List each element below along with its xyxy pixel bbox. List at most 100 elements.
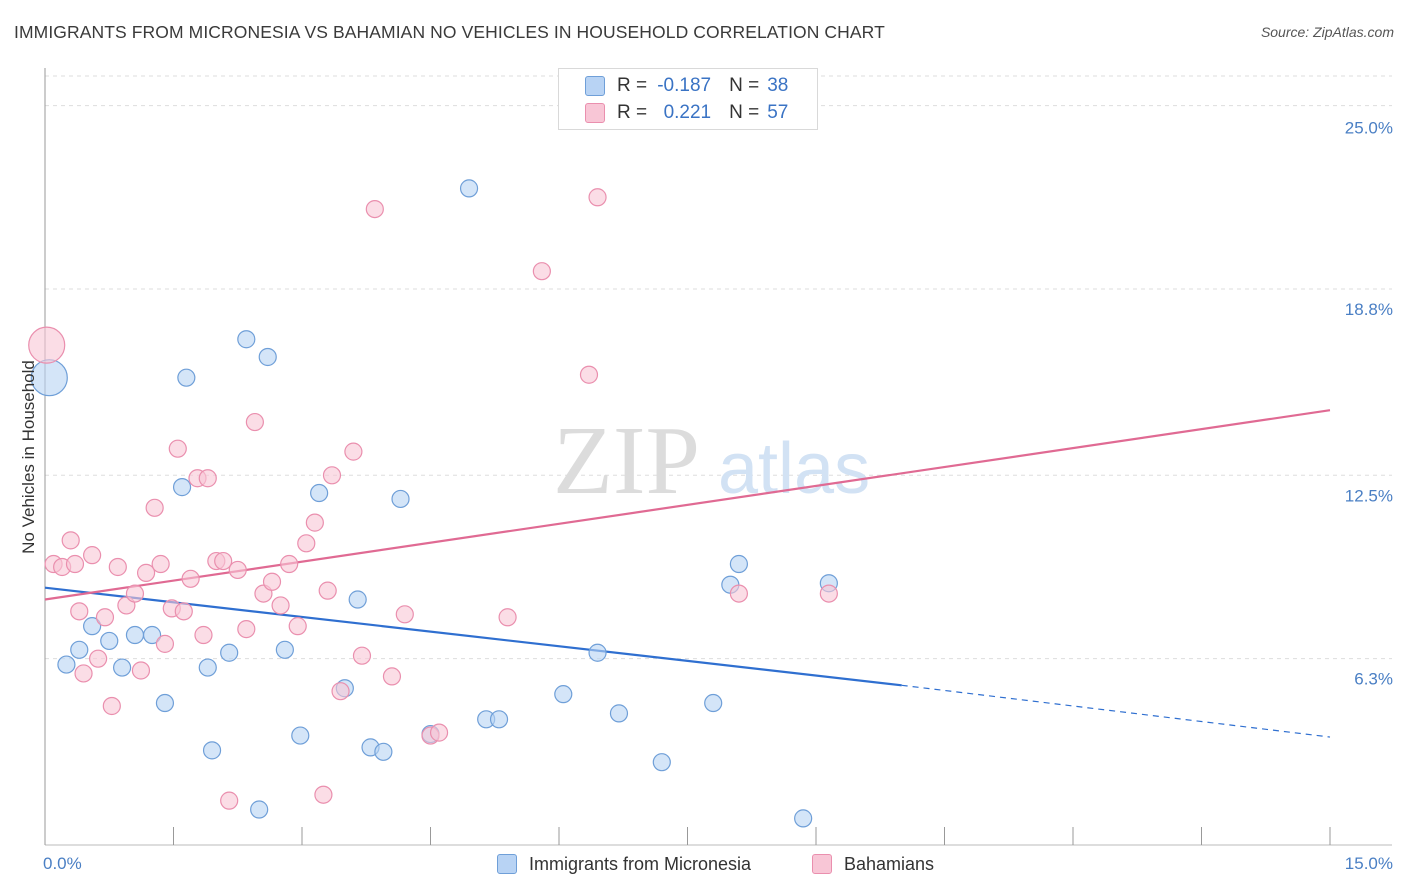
bahamian-point — [271, 596, 290, 615]
source-note: Source: ZipAtlas.com — [1260, 24, 1394, 40]
bahamian-point — [65, 554, 85, 574]
micronesia-point — [177, 368, 196, 387]
bahamian-point — [365, 199, 384, 219]
y-tick-label: 12.5% — [1345, 486, 1393, 505]
bahamian-point — [382, 667, 402, 686]
n-label: N = — [729, 75, 760, 96]
blue-swatch — [585, 76, 605, 96]
micronesia-point — [588, 643, 607, 662]
bahamian-point — [214, 551, 233, 571]
pink-swatch — [585, 103, 605, 123]
bahamian-point — [498, 608, 517, 627]
bahamian-point — [145, 498, 164, 517]
bahamian-point — [155, 634, 175, 653]
micronesia-point — [142, 625, 162, 645]
micronesia-point — [70, 640, 89, 659]
bahamian-point — [136, 563, 156, 582]
r-label: R = — [617, 75, 648, 96]
bahamian-point — [588, 188, 607, 207]
micronesia-point — [652, 753, 671, 772]
x-tick-labels: 0.0% 15.0% — [43, 854, 1393, 873]
n-value: 57 — [767, 102, 789, 123]
micronesia-point — [250, 800, 269, 819]
bahamian-point — [729, 584, 749, 603]
bahamian-point — [245, 412, 264, 432]
micronesia-point — [374, 742, 393, 761]
pink-swatch — [812, 854, 832, 874]
correlation-legend: R = -0.187 N = 38 R = 0.221 N = 57 — [558, 68, 818, 130]
bahamian-point — [314, 785, 333, 804]
micronesia-point — [459, 179, 479, 198]
watermark: ZIP atlas — [553, 407, 870, 515]
bahamian-point — [532, 262, 551, 281]
n-value: 38 — [767, 75, 789, 96]
micronesia-point — [291, 726, 310, 745]
bahamian-point — [305, 513, 324, 532]
n-label: N = — [729, 102, 760, 123]
micronesia-point — [198, 658, 217, 677]
bahamian-point — [28, 326, 66, 364]
blue-swatch — [497, 854, 517, 874]
micronesia-point — [704, 693, 723, 713]
bottom-legend-bahamians: Bahamians — [812, 851, 934, 877]
legend-row-bahamians: R = 0.221 N = 57 — [585, 100, 788, 126]
x-tick-label: 0.0% — [43, 854, 82, 873]
bahamian-point — [288, 617, 307, 636]
micronesia-point — [794, 809, 813, 828]
bahamian-point — [151, 554, 170, 574]
bahamian-point — [228, 560, 247, 580]
gridlines — [45, 75, 1392, 660]
micronesia-point — [112, 658, 132, 677]
micronesia-point — [729, 554, 749, 574]
micronesia-point — [275, 640, 294, 659]
bahamian-point — [194, 625, 213, 645]
bahamian-point — [262, 572, 282, 591]
watermark-zip: ZIP — [553, 407, 700, 515]
bahamian-point — [318, 581, 337, 600]
bahamian-point — [181, 569, 200, 588]
x-tick-label: 15.0% — [1345, 854, 1393, 873]
y-tick-label: 18.8% — [1345, 300, 1393, 319]
micronesia-point — [489, 710, 509, 729]
micronesia-point — [202, 741, 222, 760]
y-tick-label: 25.0% — [1345, 119, 1393, 138]
micronesia-point — [220, 643, 239, 662]
bahamian-point — [74, 664, 93, 683]
micronesia-point — [554, 685, 573, 704]
legend-row-micronesia: R = -0.187 N = 38 — [585, 73, 788, 99]
bahamian-point — [395, 605, 414, 624]
micronesia-point — [100, 631, 119, 651]
bahamian-point — [89, 649, 108, 668]
y-tick-labels: 6.3% 12.5% 18.8% 25.0% — [1345, 119, 1393, 689]
y-tick-label: 6.3% — [1354, 670, 1393, 689]
micronesia-trend-extension — [901, 684, 1331, 738]
bahamian-point — [429, 723, 449, 742]
bahamian-point — [331, 682, 350, 701]
micronesia-point — [609, 704, 629, 723]
data-points — [28, 179, 838, 828]
y-axis-label: No Vehicles in Household — [19, 360, 38, 554]
bahamian-point — [83, 546, 102, 565]
bahamian-point — [95, 608, 115, 627]
micronesia-point — [125, 625, 145, 645]
micronesia-point — [57, 655, 76, 674]
micronesia-point — [391, 489, 410, 509]
bottom-legend-micronesia: Immigrants from Micronesia — [497, 851, 751, 877]
bahamian-point — [198, 469, 217, 488]
axes — [44, 68, 1392, 846]
bahamian-point — [61, 531, 80, 550]
bahamian-point — [280, 554, 299, 574]
bahamian-point — [102, 696, 121, 716]
bahamian-point — [70, 602, 89, 621]
legend-label-micronesia: Immigrants from Micronesia — [529, 853, 752, 874]
bahamian-point — [168, 439, 187, 458]
micronesia-point — [83, 617, 102, 636]
micronesia-point — [258, 347, 277, 367]
legend-label-bahamians: Bahamians — [844, 853, 935, 874]
r-label: R = — [617, 102, 648, 123]
bahamian-point — [174, 602, 193, 621]
bahamian-point — [344, 442, 363, 461]
bahamian-point — [352, 646, 372, 665]
bahamian-point — [297, 534, 316, 553]
